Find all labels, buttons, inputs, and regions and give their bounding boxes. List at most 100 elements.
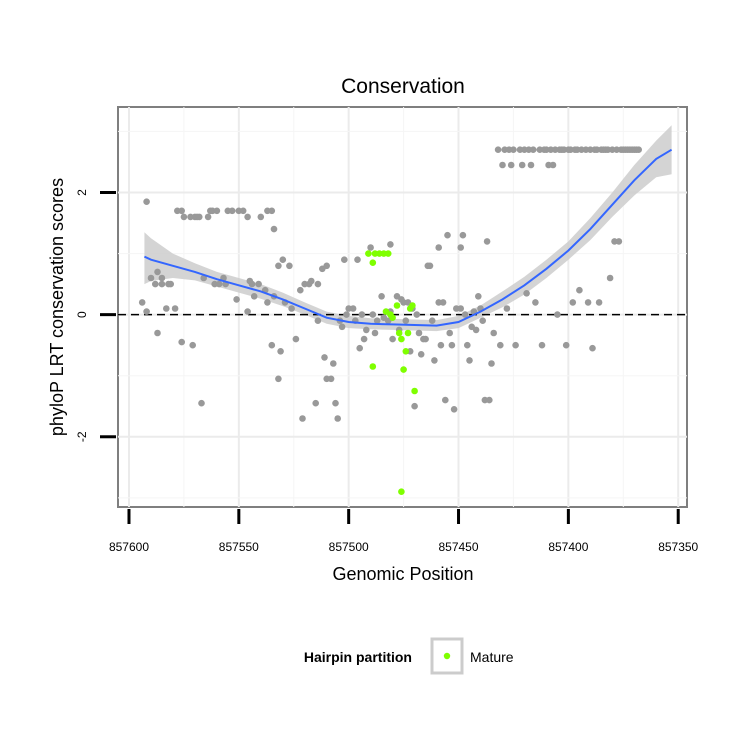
data-point	[510, 146, 517, 153]
data-point	[356, 344, 364, 352]
data-point	[213, 207, 221, 215]
data-point	[167, 280, 174, 288]
data-point	[163, 305, 170, 312]
data-point	[180, 213, 188, 221]
points-layer	[138, 146, 642, 496]
data-point	[268, 207, 276, 215]
x-tick-label: 857400	[548, 540, 588, 554]
data-point	[437, 341, 445, 349]
data-point	[389, 335, 396, 343]
data-point	[297, 286, 304, 294]
data-point	[275, 262, 282, 270]
data-point	[158, 280, 166, 288]
data-point	[518, 161, 526, 169]
data-point	[569, 299, 577, 306]
data-point	[373, 317, 381, 325]
data-point	[321, 354, 328, 361]
data-point	[147, 274, 155, 282]
data-point	[606, 274, 614, 282]
data-point	[457, 305, 465, 312]
x-tick-label: 857600	[109, 540, 149, 554]
y-axis: -2 0 2	[75, 189, 116, 442]
data-point	[138, 299, 146, 306]
data-point	[523, 290, 530, 297]
data-point-mature	[409, 302, 416, 309]
data-point	[338, 323, 346, 331]
data-point	[268, 341, 276, 349]
y-tick-label: 0	[75, 311, 89, 318]
data-point	[431, 357, 438, 364]
data-point	[288, 305, 295, 312]
data-point	[308, 277, 315, 285]
data-point	[595, 299, 603, 306]
legend: Hairpin partition Mature	[304, 637, 514, 675]
data-point	[497, 341, 504, 349]
y-tick-label: -2	[75, 431, 89, 442]
data-point	[635, 146, 642, 153]
x-tick-label: 857450	[438, 540, 478, 554]
data-point	[314, 317, 322, 325]
data-point	[244, 213, 251, 221]
data-point-mature	[398, 488, 405, 496]
data-point	[228, 207, 236, 215]
data-point	[444, 231, 451, 239]
data-point-mature	[400, 366, 407, 373]
legend-label-mature: Mature	[470, 649, 514, 665]
legend-key-mature	[443, 652, 451, 660]
data-point	[367, 244, 374, 251]
confidence-ribbon-layer	[144, 125, 672, 332]
data-point	[442, 396, 449, 404]
data-point-mature	[393, 302, 401, 309]
smooth-line	[143, 148, 673, 327]
data-point	[244, 308, 251, 315]
y-tick-label: 2	[75, 189, 89, 196]
data-point	[292, 335, 300, 343]
data-point	[457, 244, 465, 251]
data-point	[257, 213, 265, 221]
data-point	[178, 338, 185, 346]
data-point	[428, 317, 436, 325]
data-point-mature	[404, 329, 412, 337]
data-point	[527, 161, 535, 169]
data-point-mature	[369, 259, 377, 267]
data-point	[363, 326, 370, 334]
data-point	[215, 280, 223, 288]
data-point	[488, 360, 495, 367]
data-point	[417, 351, 425, 358]
y-axis-title: phyloP LRT conservation scores	[47, 178, 67, 436]
data-point	[312, 399, 320, 407]
data-point	[422, 335, 429, 343]
data-point	[464, 341, 471, 349]
data-point-mature	[384, 250, 392, 257]
data-point-mature	[389, 314, 396, 322]
data-point	[264, 299, 271, 306]
data-point	[299, 415, 306, 422]
plot-panel	[117, 106, 688, 508]
data-point	[158, 274, 166, 282]
x-tick-label: 857550	[219, 540, 259, 554]
data-point	[475, 293, 482, 300]
data-point-mature	[365, 250, 372, 257]
data-point	[341, 256, 348, 264]
data-point	[472, 326, 480, 334]
data-point	[439, 299, 447, 306]
data-point	[233, 296, 240, 303]
data-point	[532, 299, 539, 306]
data-point	[327, 375, 335, 383]
data-point	[554, 311, 561, 318]
data-point	[413, 311, 421, 318]
data-point	[178, 207, 185, 215]
data-point	[461, 311, 469, 318]
data-point	[507, 161, 515, 169]
data-point	[204, 213, 212, 221]
confidence-ribbon	[144, 125, 672, 332]
data-point	[466, 357, 473, 364]
data-point	[369, 311, 377, 318]
data-point	[330, 360, 337, 367]
x-axis: 857600 857550 857500 857450 857400 857350	[109, 509, 699, 554]
data-point	[529, 146, 537, 153]
data-point	[426, 262, 434, 270]
data-point	[415, 329, 423, 337]
data-point	[152, 280, 159, 288]
